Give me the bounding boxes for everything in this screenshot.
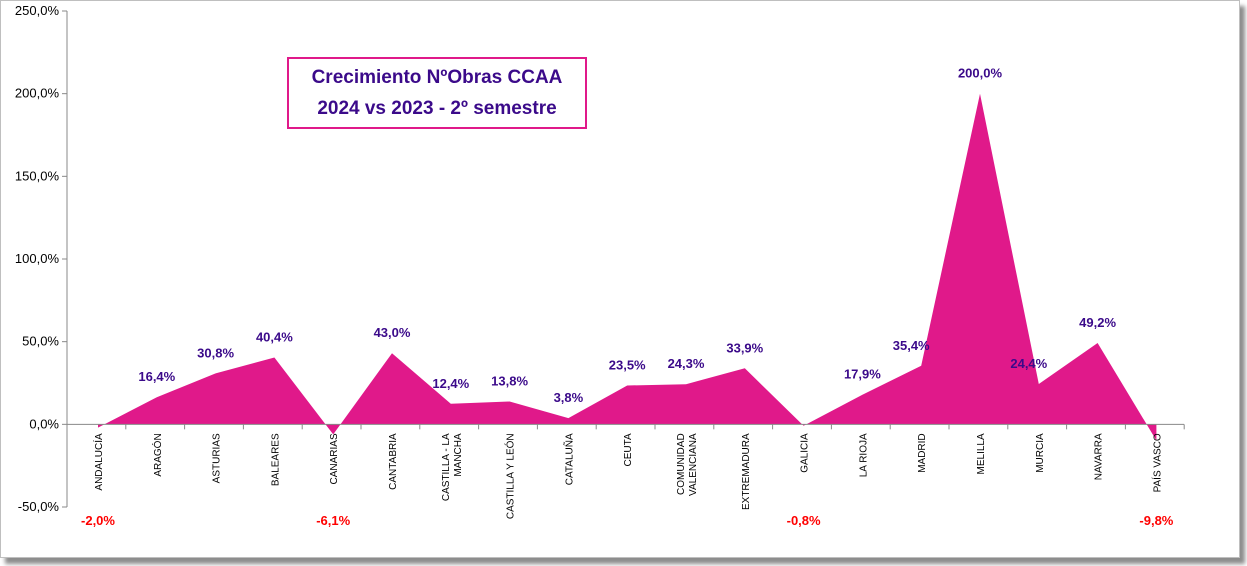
y-tick-label: 100,0% [15,251,60,266]
data-label: 3,8% [554,390,584,405]
area-series [98,93,1157,441]
x-tick-label: CANTABRIA [388,433,399,490]
data-label: 23,5% [609,357,646,372]
data-label: 49,2% [1079,315,1116,330]
x-tick-label: ARAGÓN [151,433,164,476]
x-tick-label: EXTREMADURA [741,433,752,510]
x-tick-label: PAÍS VASCO [1150,433,1163,492]
x-tick-label: ANDALUCÍA [92,433,105,491]
x-tick-label: CATALUÑA [562,433,575,485]
x-tick-label: COMUNIDAD [676,433,687,495]
data-label: 12,4% [432,376,469,391]
y-tick-label: 200,0% [15,86,60,101]
x-tick-label: VALENCIANA [688,433,699,496]
data-label: -2,0% [81,513,115,528]
data-label: 40,4% [256,330,293,345]
x-tick-label: CEUTA [623,433,634,466]
data-label: -0,8% [787,513,821,528]
y-tick-label: -50,0% [18,499,60,514]
y-tick-label: 150,0% [15,168,60,183]
data-label: 200,0% [958,66,1003,81]
data-label: 13,8% [491,374,528,389]
data-label: 30,8% [197,345,234,360]
data-label: 24,3% [668,356,705,371]
x-tick-label: MURCIA [1035,433,1046,473]
x-tick-label: CASTILLA - LA [441,433,452,501]
data-label: 24,4% [1010,356,1047,371]
data-label: -9,8% [1139,513,1173,528]
y-tick-label: 250,0% [15,3,60,18]
x-tick-label: NAVARRA [1094,433,1105,480]
chart-title-line2: 2024 vs 2023 - 2º semestre [317,98,557,119]
x-tick-label: BALEARES [270,433,281,486]
x-tick-label: LA RIOJA [858,433,869,477]
y-tick-label: 0,0% [29,416,59,431]
chart-title-box: Crecimiento NºObras CCAA 2024 vs 2023 - … [287,57,587,129]
chart-title-line1: Crecimiento NºObras CCAA [311,67,563,88]
x-tick-label: MELILLA [976,433,987,474]
x-tick-label: ASTURIAS [212,433,223,483]
x-tick-label: GALICIA [800,433,811,473]
x-tick-label: CANARIAS [329,433,340,484]
data-label: -6,1% [316,513,350,528]
data-label: 16,4% [138,369,175,384]
y-tick-label: 50,0% [22,334,59,349]
x-tick-label: MADRID [917,433,928,472]
data-label: 17,9% [844,367,881,382]
data-label: 43,0% [374,325,411,340]
x-tick-label: CASTILLA Y LEÓN [504,433,517,519]
x-tick-label: MANCHA [453,433,464,477]
data-label: 35,4% [893,338,930,353]
data-label: 33,9% [726,340,763,355]
